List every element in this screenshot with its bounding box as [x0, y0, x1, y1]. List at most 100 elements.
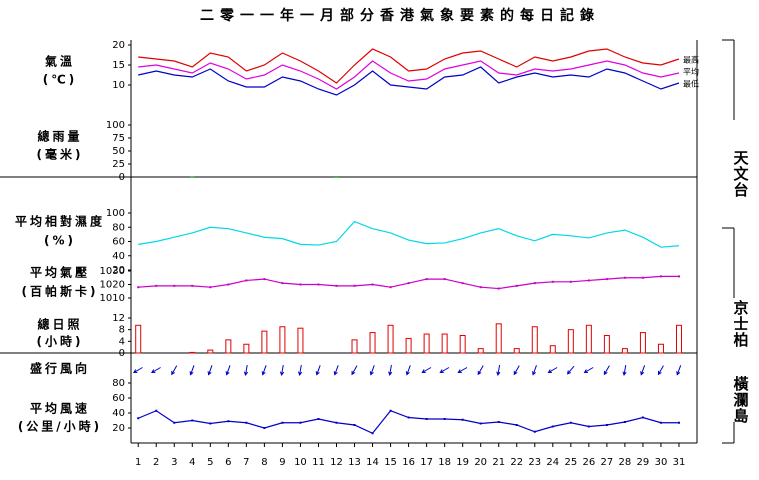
point [605, 424, 608, 426]
point [533, 430, 536, 433]
x-tick-label: 17 [420, 457, 433, 468]
point [389, 286, 392, 289]
point [443, 418, 446, 420]
x-tick-label: 2 [153, 457, 159, 468]
bar [369, 332, 376, 354]
point [281, 282, 284, 285]
panel-label: 平均相對濕度 [15, 214, 105, 229]
line [138, 66, 680, 96]
wind-arrow [439, 367, 450, 374]
point [299, 421, 302, 424]
x-tick-label: 31 [673, 457, 686, 468]
point [551, 425, 554, 428]
x-tick-label: 12 [330, 457, 343, 468]
y-tick-label: 0 [119, 348, 125, 359]
point [659, 275, 662, 278]
point [407, 282, 410, 285]
y-tick-label: 1010 [100, 293, 125, 304]
x-tick-label: 14 [366, 457, 379, 468]
y-tick-label: 4 [119, 336, 125, 347]
panel-label: 平均氣壓 [30, 265, 90, 280]
wind-arrow [243, 364, 249, 376]
wind-arrow [657, 365, 664, 376]
wind-arrow [421, 367, 432, 374]
y-tick-label: 80 [112, 378, 125, 389]
line [138, 220, 680, 248]
point [335, 421, 338, 424]
wind-arrow [622, 364, 627, 376]
point [425, 418, 428, 420]
point [515, 424, 518, 426]
point [533, 282, 536, 285]
x-tick-label: 29 [637, 457, 650, 468]
bar [351, 339, 358, 354]
panel-label: (百帕斯卡) [22, 284, 99, 299]
point [443, 278, 446, 281]
bar [675, 324, 682, 354]
y-tick-label: 1020 [100, 280, 125, 291]
x-tick-label: 11 [312, 457, 325, 468]
station-label: 橫瀾島 [732, 375, 750, 424]
panel-label: 總雨量 [37, 129, 82, 144]
x-tick-label: 27 [601, 457, 614, 468]
bar [477, 348, 484, 354]
point [623, 276, 626, 279]
wind-arrow [513, 365, 520, 376]
wind-arrow [261, 365, 267, 376]
legend-label: 最低 [683, 79, 699, 89]
bar [261, 330, 268, 354]
point [245, 421, 248, 424]
wind-arrow [532, 365, 537, 376]
y-tick-label: 0 [119, 172, 125, 183]
x-tick-label: 20 [474, 457, 487, 468]
station-label: 天文台 [732, 150, 750, 198]
bar [423, 333, 430, 354]
x-tick-label: 13 [348, 457, 361, 468]
wind-arrow [171, 365, 178, 376]
wind-arrow [207, 365, 213, 376]
wind-arrow [477, 365, 484, 376]
bar [513, 348, 520, 354]
y-tick-label: 10 [112, 80, 125, 91]
x-tick-label: 19 [456, 457, 469, 468]
wind-arrow [225, 365, 231, 376]
x-tick-label: 5 [207, 457, 213, 468]
x-tick-label: 10 [294, 457, 307, 468]
point [605, 278, 608, 281]
chart-title: 二零一一年一月部分香港氣象要素的每日記錄 [200, 7, 600, 24]
point [677, 421, 680, 424]
wind-arrow [583, 367, 594, 374]
point [281, 421, 284, 424]
wind-arrow [315, 365, 321, 376]
point [587, 279, 590, 282]
panel-label: 盛行風向 [30, 361, 90, 376]
bar [549, 345, 556, 354]
bar [441, 333, 448, 354]
x-tick-label: 6 [225, 457, 231, 468]
wind-arrow [189, 365, 195, 376]
x-tick-label: 7 [243, 457, 249, 468]
wind-arrow [151, 367, 161, 374]
y-tick-label: 15 [112, 60, 125, 71]
y-tick-label: 40 [112, 408, 125, 419]
x-tick-label: 8 [261, 457, 267, 468]
wind-arrow [457, 367, 468, 374]
point [569, 280, 572, 283]
point [191, 419, 194, 422]
x-tick-label: 21 [492, 457, 505, 468]
point [317, 418, 320, 420]
legend-label: 平均 [683, 67, 699, 77]
legend-label: 最高 [683, 55, 699, 65]
point [227, 283, 230, 286]
point [353, 424, 356, 426]
bar [585, 324, 592, 354]
point [389, 409, 392, 412]
point [623, 421, 626, 423]
panel-label: (小時) [37, 334, 84, 349]
y-tick-label: 75 [112, 133, 125, 144]
y-tick-label: 100 [106, 208, 125, 219]
x-tick-label: 28 [619, 457, 632, 468]
point [173, 284, 176, 287]
point [641, 416, 644, 419]
